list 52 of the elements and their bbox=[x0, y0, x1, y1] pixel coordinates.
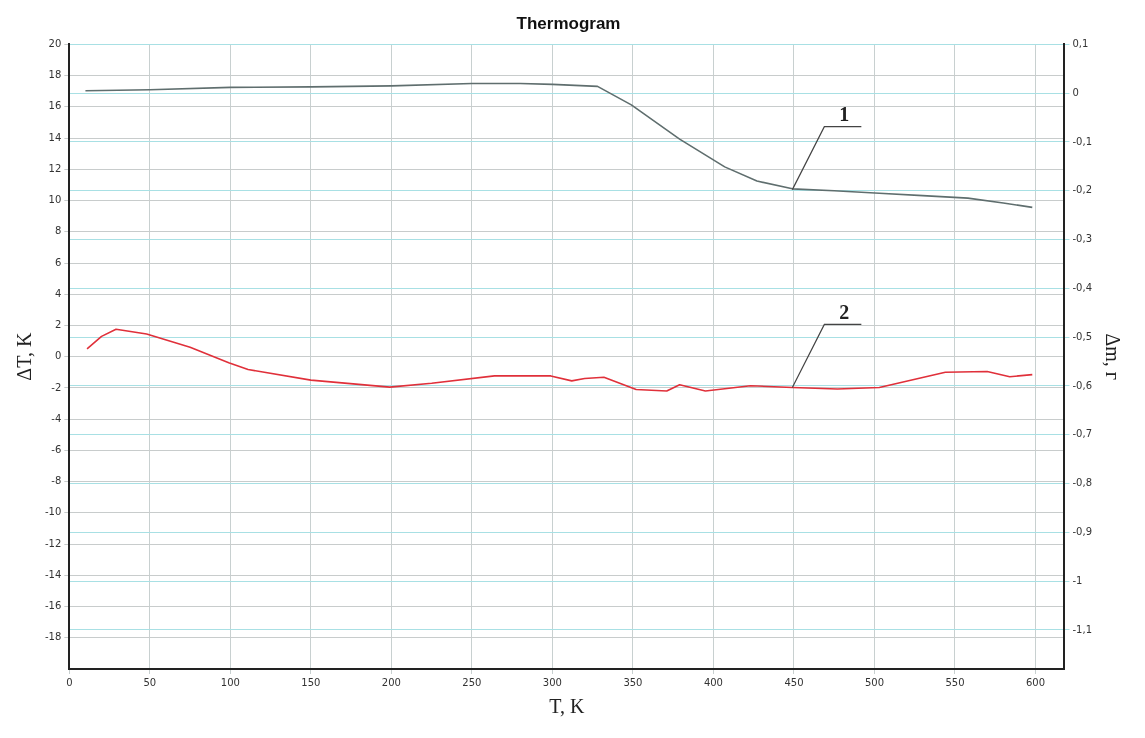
y-tick-label: 18 bbox=[48, 69, 62, 81]
y2-tick-label: -1 bbox=[1072, 574, 1083, 586]
y2-tick-label: -0,8 bbox=[1072, 477, 1092, 489]
y2-tick-label: 0 bbox=[1072, 86, 1079, 98]
x-tick-label: 500 bbox=[864, 676, 885, 688]
y2-tick-label: -0,3 bbox=[1072, 233, 1092, 245]
x-axis-title: T, K bbox=[549, 695, 586, 718]
y2-tick-label: -0,9 bbox=[1072, 525, 1092, 537]
y-tick-label: 2 bbox=[54, 319, 62, 331]
y2-tick-label: -0,1 bbox=[1072, 135, 1092, 147]
y-tick-label: 4 bbox=[54, 287, 62, 299]
y-tick-label: 20 bbox=[48, 37, 62, 49]
x-tick-label: 50 bbox=[143, 676, 157, 688]
y2-tick-label: -0,6 bbox=[1072, 379, 1092, 391]
y-tick-label: -14 bbox=[44, 568, 62, 580]
annotation: 1 bbox=[839, 102, 850, 125]
y-tick-label: 0 bbox=[54, 350, 62, 362]
y-tick-label: 14 bbox=[48, 131, 62, 143]
x-tick-label: 400 bbox=[703, 676, 723, 688]
y2-tick-label: -0,7 bbox=[1072, 428, 1092, 440]
y-tick-label: 12 bbox=[48, 162, 62, 174]
y-tick-label: -12 bbox=[44, 537, 62, 549]
x-tick-label: 250 bbox=[462, 676, 482, 688]
y-tick-label: 8 bbox=[54, 225, 62, 237]
y-tick-label: -10 bbox=[44, 506, 62, 518]
annotation: 2 bbox=[839, 300, 850, 323]
x-tick-label: 350 bbox=[623, 676, 643, 688]
y-tick-label: -4 bbox=[51, 412, 62, 424]
y-tick-label: 16 bbox=[48, 100, 62, 112]
y-tick-label: 10 bbox=[48, 194, 62, 206]
y2-tick-label: -0,5 bbox=[1072, 330, 1092, 342]
x-tick-label: 450 bbox=[784, 676, 804, 688]
x-tick-label: 200 bbox=[381, 676, 401, 688]
y-tick-label: -2 bbox=[51, 381, 62, 393]
y2-tick-label: -1,1 bbox=[1072, 623, 1092, 635]
x-tick-label: 150 bbox=[301, 676, 321, 688]
y-tick-label: -6 bbox=[51, 443, 62, 455]
x-tick-label: 0 bbox=[66, 676, 73, 688]
y-tick-label: -18 bbox=[44, 631, 62, 643]
chart-title: Thermogram bbox=[516, 13, 621, 33]
y2-axis-title: Δm, г bbox=[1101, 333, 1124, 381]
x-tick-label: 100 bbox=[220, 676, 240, 688]
y2-tick-label: 0,1 bbox=[1072, 37, 1089, 49]
y-tick-label: -8 bbox=[51, 475, 62, 487]
x-tick-label: 550 bbox=[945, 676, 965, 688]
y-tick-label: -16 bbox=[44, 600, 62, 612]
y2-tick-label: -0,4 bbox=[1072, 281, 1092, 293]
x-tick-label: 300 bbox=[542, 676, 562, 688]
x-tick-label: 600 bbox=[1025, 676, 1046, 688]
y2-tick-label: -0,2 bbox=[1072, 184, 1092, 196]
y-axis-title: ΔT, K bbox=[13, 332, 36, 381]
y-tick-label: 6 bbox=[54, 256, 62, 268]
